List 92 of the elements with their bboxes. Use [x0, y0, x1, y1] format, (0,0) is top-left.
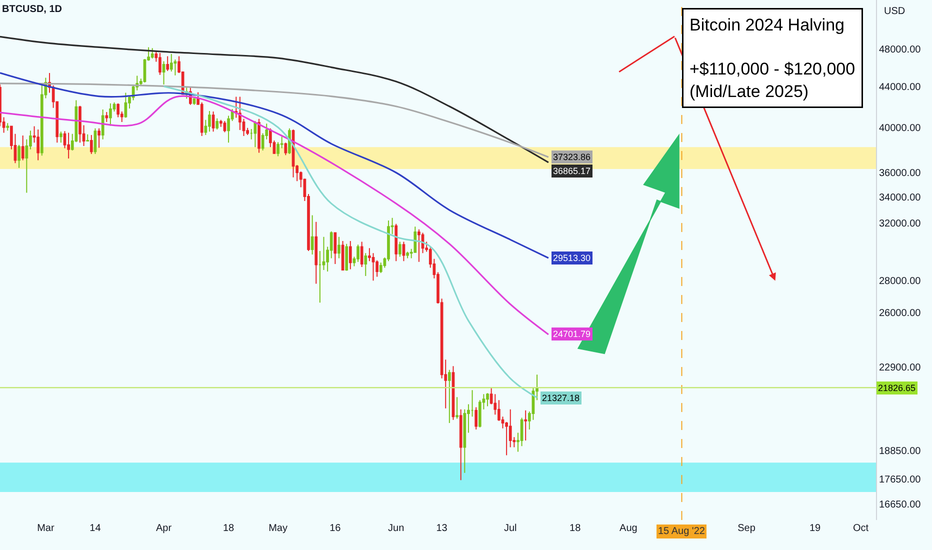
- candlestick: [360, 241, 364, 268]
- candlestick: [150, 48, 154, 60]
- x-tick-label: 13: [436, 523, 448, 534]
- candlestick: [334, 232, 337, 265]
- x-tick-label: 16: [330, 523, 342, 534]
- candlestick: [166, 56, 170, 72]
- candlestick: [18, 144, 20, 168]
- candlestick: [356, 244, 360, 262]
- x-tick-label: Mar: [37, 523, 55, 534]
- y-tick-label: 44000.00: [879, 82, 922, 93]
- y-tick-label: 26000.00: [879, 308, 922, 319]
- candlestick: [170, 53, 173, 72]
- x-tick-label: 19: [809, 523, 822, 534]
- candlestick: [406, 251, 409, 259]
- candlestick: [116, 102, 120, 118]
- candlestick: [338, 236, 340, 259]
- y-tick-label: 36000.00: [879, 168, 922, 180]
- x-tick-label: 18: [570, 523, 582, 534]
- x-tick-label: May: [268, 523, 288, 534]
- candlestick: [223, 120, 226, 133]
- candlestick: [310, 214, 314, 256]
- candlestick: [459, 408, 462, 481]
- candlestick: [348, 240, 352, 270]
- y-tick-label: 22900.00: [879, 362, 922, 374]
- candlestick: [94, 128, 97, 154]
- candlestick: [254, 120, 257, 148]
- candlestick: [258, 118, 260, 154]
- candlestick: [208, 110, 211, 132]
- data-label: 36865.17: [553, 166, 591, 176]
- candlestick: [109, 102, 112, 126]
- candlestick: [448, 369, 451, 424]
- y-tick-label: 48000.00: [879, 44, 922, 56]
- line-series: [162, 86, 538, 398]
- x-tick-label: 14: [90, 523, 102, 534]
- candlestick: [216, 118, 219, 130]
- candlestick: [394, 223, 398, 262]
- x-tick-label: 18: [222, 523, 235, 534]
- y-axis-title: USD: [884, 6, 906, 17]
- candlestick: [60, 131, 62, 144]
- annotation: Bitcoin 2024 Halving: [690, 16, 844, 34]
- candlestick: [86, 134, 90, 142]
- data-label: 37323.86: [553, 152, 591, 162]
- y-tick-label: 34000.00: [879, 192, 922, 204]
- chart-title: BTCUSD, 1D: [2, 4, 62, 15]
- annotation: (Mid/Late 2025): [690, 82, 809, 101]
- candlestick: [486, 392, 489, 407]
- candlestick: [284, 142, 288, 156]
- candlestick: [364, 252, 368, 277]
- candlestick: [21, 134, 24, 161]
- candlestick: [212, 111, 215, 132]
- ref-line-label: 21826.65: [878, 383, 916, 393]
- candlestick: [345, 243, 348, 272]
- y-tick-label: 18850.00: [879, 446, 922, 458]
- data-label: 21327.18: [542, 393, 580, 403]
- annotation: +$110,000 - $120,000: [690, 60, 856, 79]
- candlestick: [474, 406, 478, 430]
- line-series: [0, 95, 550, 336]
- y-tick-label: 28000.00: [879, 276, 922, 288]
- data-label: 29513.30: [553, 253, 591, 263]
- candlestick: [456, 396, 458, 420]
- x-tick-label: Jul: [504, 523, 517, 534]
- candlestick: [67, 132, 70, 160]
- line-series: [0, 72, 550, 259]
- candlestick: [158, 52, 162, 76]
- candlestick: [36, 129, 40, 161]
- candlestick: [314, 221, 318, 284]
- candlestick: [105, 112, 108, 123]
- candlestick: [90, 134, 93, 154]
- candlestick: [124, 92, 128, 118]
- data-label: 24701.79: [553, 329, 591, 339]
- x-tick-label: Apr: [156, 523, 172, 534]
- y-tick-label: 17650.00: [879, 474, 922, 486]
- x-tick-label: Jun: [388, 523, 404, 534]
- ref-line-label: 15 Aug '22: [658, 526, 706, 537]
- candlestick: [234, 96, 238, 118]
- y-tick-label: 40000.00: [879, 122, 922, 134]
- x-tick-label: Aug: [620, 523, 638, 534]
- candlestick: [162, 60, 166, 85]
- candlestick: [418, 228, 420, 262]
- candlestick: [6, 122, 10, 132]
- candlestick: [78, 105, 82, 144]
- y-tick-label: 16650.00: [879, 499, 922, 510]
- x-tick-label: Sep: [738, 523, 756, 534]
- y-tick-label: 32000.00: [879, 218, 922, 230]
- line-series: [0, 82, 550, 158]
- candlestick: [402, 241, 406, 262]
- line-series: [0, 36, 550, 164]
- candlestick: [101, 108, 104, 140]
- candlestick: [524, 410, 528, 441]
- candlestick: [398, 241, 402, 258]
- candlestick: [98, 128, 100, 148]
- x-tick-label: Oct: [852, 523, 869, 534]
